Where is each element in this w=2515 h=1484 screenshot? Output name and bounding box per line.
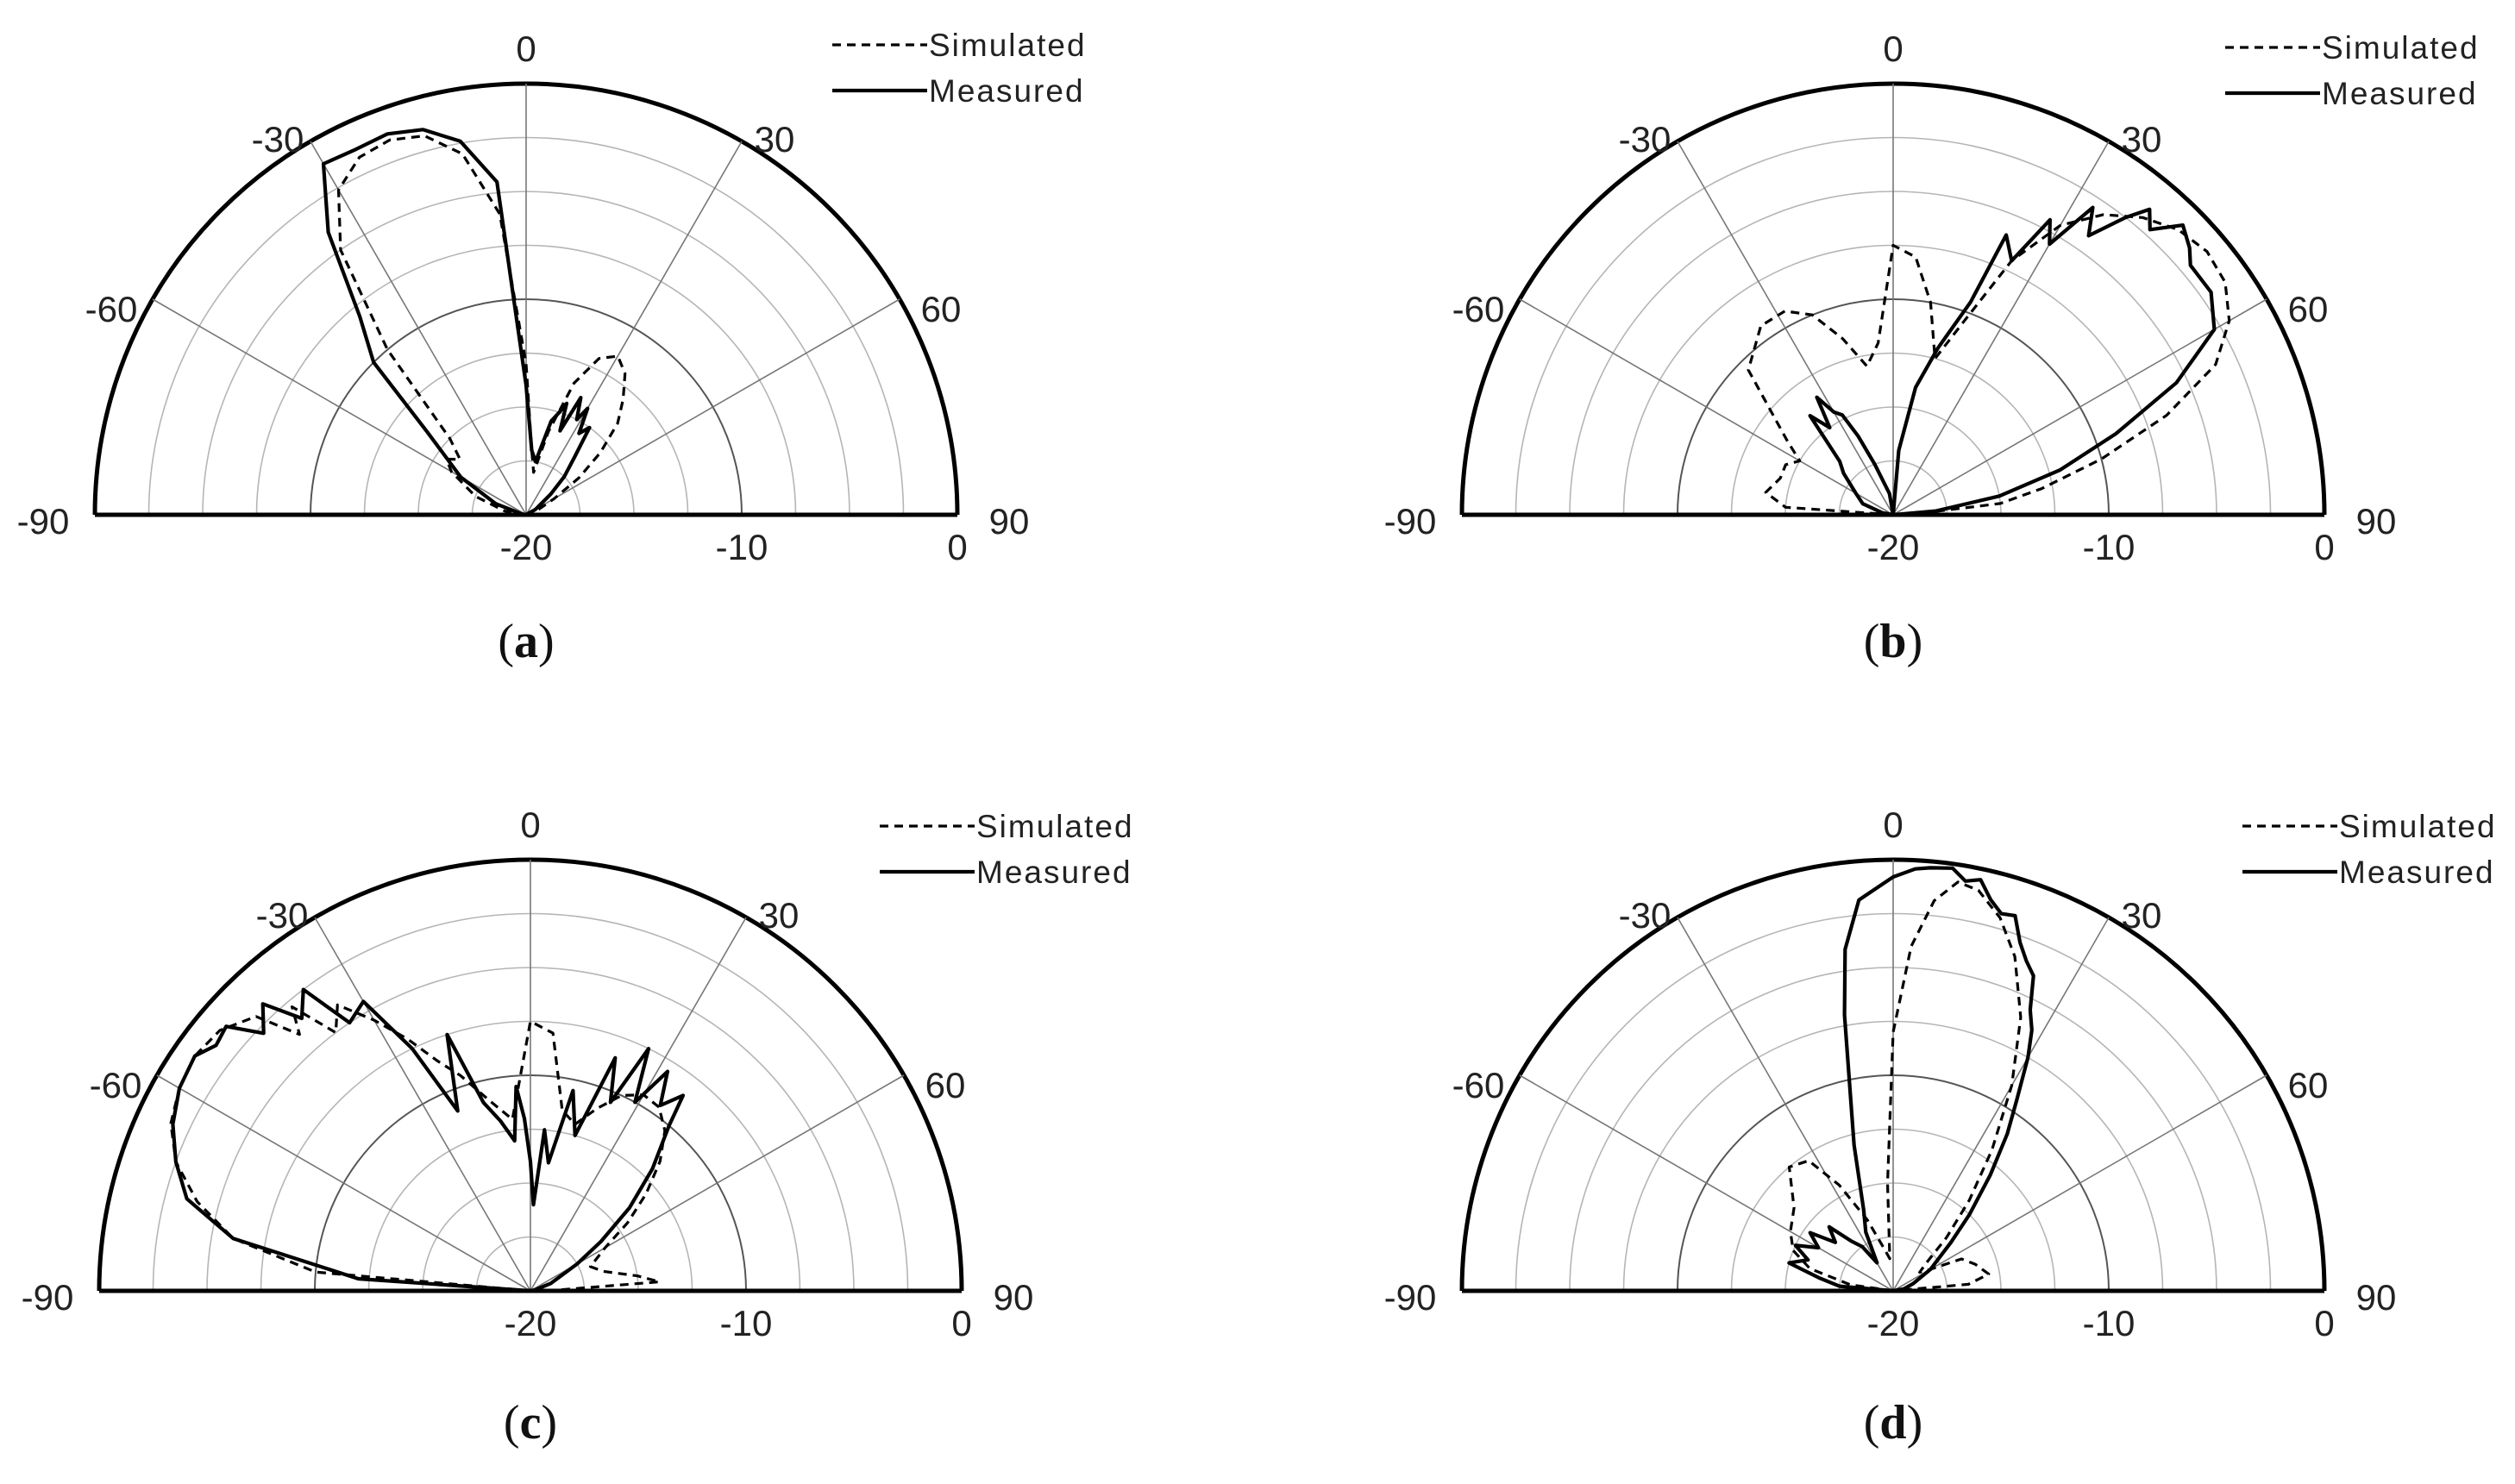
legend-label-simulated: Simulated [2339, 809, 2497, 844]
angle-tick-label: -90 [17, 501, 70, 542]
angle-tick-label: 30 [2122, 895, 2162, 936]
grid-spoke [1892, 1074, 2267, 1292]
angle-tick-label: 90 [2356, 1277, 2397, 1318]
angle-tick-label: -60 [1452, 1065, 1505, 1105]
legend-label-simulated: Simulated [2322, 30, 2480, 66]
series-line-measured [1808, 205, 2217, 517]
grid-spoke [314, 917, 531, 1292]
radial-tick-label: -20 [1867, 1303, 1920, 1343]
radial-tick-label: -10 [2083, 527, 2136, 567]
radial-tick-label: -10 [2083, 1303, 2136, 1343]
angle-tick-label: 60 [2288, 289, 2329, 329]
grid-spoke [530, 917, 747, 1292]
angle-tick-label: -30 [1619, 895, 1671, 936]
legend-label-measured: Measured [2322, 76, 2478, 111]
polar-panel-d: -90 -60 -30 0 30 60 90 -20 -10 0 Simulated Measured… [1384, 805, 2497, 1450]
angle-tick-label: -30 [252, 119, 304, 160]
series-line-simulated [336, 134, 627, 517]
grid-spoke [530, 1074, 905, 1292]
radial-tick-label: 0 [947, 527, 967, 567]
series-line-simulated [169, 1003, 667, 1293]
legend-label-measured: Measured [929, 73, 1085, 109]
legend-label-measured: Measured [976, 855, 1132, 890]
grid-spoke [156, 1074, 531, 1292]
grid-spoke [1892, 141, 2110, 516]
radial-tick-label: 0 [2314, 527, 2334, 567]
legend-label-simulated: Simulated [929, 28, 1087, 63]
polar-panel-b: -90 -60 -30 0 30 60 90 -20 -10 0 Simulated Measured… [1384, 28, 2480, 668]
legend-label-simulated: Simulated [976, 809, 1134, 844]
angle-tick-label: -90 [22, 1277, 74, 1318]
legend: Simulated Measured [2225, 30, 2480, 111]
angle-tick-label: 30 [2122, 119, 2162, 160]
angle-tick-label: 60 [925, 1065, 966, 1105]
radial-tick-label: 0 [2314, 1303, 2334, 1343]
grid-spoke [525, 298, 900, 516]
radial-tick-label: -10 [716, 527, 768, 567]
angle-tick-label: -30 [256, 895, 309, 936]
angle-tick-label: 90 [989, 501, 1030, 542]
angle-tick-label: 0 [1883, 28, 1903, 69]
grid-spoke [1519, 298, 1894, 516]
angle-tick-label: 60 [921, 289, 962, 329]
panel-label: (b) [1864, 615, 1922, 668]
angle-tick-label: 0 [1883, 805, 1903, 845]
grid-spoke [1519, 1074, 1894, 1292]
grid-spoke [310, 141, 527, 516]
polar-panel-a: -90 -60 -30 0 30 60 90 -20 -10 0 Simulated Measured… [17, 28, 1087, 668]
series-line-measured [171, 987, 686, 1293]
radial-tick-label: 0 [951, 1303, 971, 1343]
polar-panel-c: -90 -60 -30 0 30 60 90 -20 -10 0 Simulated Measured… [22, 805, 1134, 1450]
series-line-simulated [1747, 213, 2231, 517]
series-line-measured [321, 128, 592, 517]
angle-tick-label: 90 [994, 1277, 1034, 1318]
series-line-simulated [1787, 880, 2023, 1293]
angle-tick-label: -60 [90, 1065, 142, 1105]
grid-spoke [1677, 917, 1894, 1292]
panels-group: -90 -60 -30 0 30 60 90 -20 -10 0 Simulated Measured… [17, 28, 2497, 1450]
grid-spoke [1892, 298, 2267, 516]
angle-tick-label: 0 [516, 28, 536, 69]
angle-tick-label: -60 [85, 289, 138, 329]
panel-label: (c) [504, 1396, 557, 1450]
panel-label: (d) [1864, 1396, 1922, 1450]
grid-spoke [1892, 917, 2110, 1292]
radial-tick-label: -10 [720, 1303, 773, 1343]
angle-tick-label: 30 [759, 895, 800, 936]
legend: Simulated Measured [832, 28, 1087, 109]
grid-spoke [1677, 141, 1894, 516]
radial-tick-label: -20 [500, 527, 553, 567]
angle-tick-label: 90 [2356, 501, 2397, 542]
radial-tick-label: -20 [1867, 527, 1920, 567]
radial-tick-label: -20 [505, 1303, 557, 1343]
legend: Simulated Measured [880, 809, 1134, 890]
angle-tick-label: -90 [1384, 501, 1437, 542]
grid-spoke [525, 141, 743, 516]
legend: Simulated Measured [2242, 809, 2497, 890]
legend-label-measured: Measured [2339, 855, 2495, 890]
angle-tick-label: 60 [2288, 1065, 2329, 1105]
angle-tick-label: -90 [1384, 1277, 1437, 1318]
angle-tick-label: 30 [755, 119, 795, 160]
angle-tick-label: -30 [1619, 119, 1671, 160]
panel-label: (a) [498, 615, 554, 668]
series-line-measured [1787, 866, 2035, 1293]
angle-tick-label: 0 [520, 805, 540, 845]
angle-tick-label: -60 [1452, 289, 1505, 329]
